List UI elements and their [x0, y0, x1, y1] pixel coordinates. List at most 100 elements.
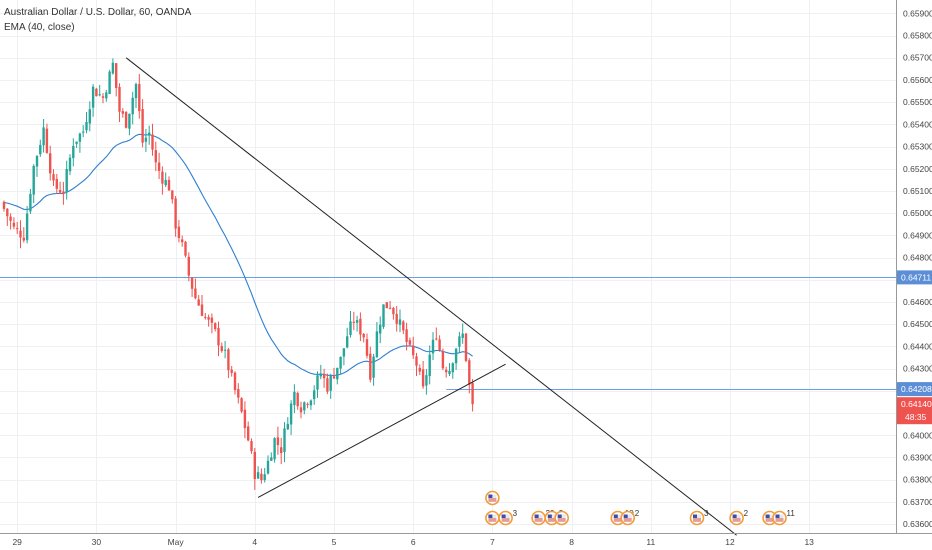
time-axis-label: 8	[569, 537, 574, 547]
candle-body	[243, 409, 247, 429]
candle-body	[369, 353, 372, 380]
candle-body	[131, 97, 134, 115]
candle-body	[355, 320, 359, 323]
candle-body	[12, 222, 16, 227]
level-price-label: 0.64711	[901, 272, 931, 282]
candle-body	[451, 363, 454, 373]
candles	[2, 58, 474, 490]
event-count: 3	[513, 509, 518, 518]
candle-body	[425, 375, 428, 386]
candle-body	[461, 333, 464, 338]
trendlines	[125, 57, 737, 536]
candle-body	[346, 336, 349, 348]
price-axis-label: 0.64000	[903, 430, 932, 440]
candle-body	[223, 349, 227, 351]
candle-body	[55, 178, 58, 189]
candle-body	[91, 86, 95, 108]
candle-body	[388, 307, 392, 309]
candle-body	[42, 127, 45, 146]
time-axis-label: 4	[252, 537, 257, 547]
candle-body	[16, 228, 19, 230]
candle-body	[138, 84, 141, 112]
candle-body	[68, 157, 72, 172]
candle-body	[148, 132, 151, 136]
candle-body	[58, 190, 62, 193]
candle-body	[359, 318, 362, 335]
price-axis-label: 0.64300	[903, 364, 932, 374]
candle-body	[35, 155, 39, 167]
price-badges: 0.64711 0.64208 0.64140 48:35	[897, 270, 932, 425]
candle-body	[78, 133, 82, 142]
candle-body	[187, 256, 190, 276]
price-axis-label: 0.65600	[903, 75, 932, 85]
candle-body	[296, 392, 299, 407]
candle-body	[322, 373, 326, 379]
last-price-badge	[897, 397, 932, 425]
candle-body	[230, 369, 233, 373]
level-price-badge	[897, 382, 932, 397]
time-axis-label: 11	[646, 537, 655, 547]
candle-body	[167, 179, 171, 191]
candle-body	[299, 407, 303, 413]
time-axis-label: 5	[332, 537, 337, 547]
candle-body	[164, 179, 167, 186]
price-axis-label: 0.65900	[903, 8, 932, 18]
price-axis-label: 0.65000	[903, 208, 932, 218]
candle-body	[200, 304, 204, 316]
candle-body	[171, 190, 174, 200]
candle-body	[458, 336, 461, 347]
candle-body	[303, 402, 306, 411]
candle-body	[398, 319, 402, 325]
time-axis[interactable]: 29 30 May 4 5 6 7 8 11 12 13	[12, 537, 814, 547]
candle-body	[190, 277, 194, 289]
candle-body	[445, 369, 448, 373]
price-axis-label: 0.63800	[903, 475, 932, 485]
candle-body	[144, 137, 148, 142]
candle-body	[45, 128, 49, 153]
candle-body	[438, 339, 441, 351]
countdown-label: 48:35	[905, 412, 927, 422]
candle-body	[39, 144, 42, 155]
price-axis[interactable]: 0.65900 0.65800 0.65700 0.65600 0.65500 0.654…	[903, 8, 932, 529]
candle-body	[177, 226, 181, 239]
event-flag-icon	[610, 510, 626, 526]
candle-body	[309, 400, 313, 406]
candle-body	[372, 356, 375, 378]
candle-body	[227, 349, 230, 371]
candle-body	[392, 308, 395, 315]
candle-body	[471, 382, 474, 405]
price-axis-label: 0.65300	[903, 142, 932, 152]
candle-body	[375, 331, 379, 358]
event-count: 2	[744, 509, 749, 518]
event-flag-icon	[772, 510, 787, 526]
candle-body	[352, 321, 355, 323]
candle-body	[273, 438, 276, 460]
candle-body	[428, 354, 431, 377]
candle-body	[276, 437, 280, 446]
candle-body	[124, 112, 128, 128]
candle-body	[247, 426, 250, 441]
event-count: 11	[787, 509, 796, 518]
candle-body	[6, 208, 9, 217]
event-count: 2	[635, 509, 640, 518]
event-flag-icon	[485, 490, 500, 506]
candle-body	[379, 324, 382, 334]
candle-body	[88, 109, 91, 124]
price-axis-label: 0.63700	[903, 497, 932, 507]
level-price-badge	[897, 270, 932, 285]
candle-body	[217, 328, 220, 346]
candle-body	[141, 109, 144, 143]
candle-body	[2, 201, 6, 209]
candle-body	[448, 370, 451, 374]
ema-series	[3, 133, 473, 377]
price-axis-label: 0.63900	[903, 452, 932, 462]
event-markers: 32921023211	[485, 490, 796, 526]
candle-body	[415, 356, 418, 366]
candle-body	[220, 346, 223, 351]
candle-body	[184, 241, 187, 256]
candle-body	[260, 473, 263, 481]
candle-body	[134, 84, 138, 99]
time-axis-label: 7	[490, 537, 495, 547]
candle-body	[256, 472, 260, 479]
